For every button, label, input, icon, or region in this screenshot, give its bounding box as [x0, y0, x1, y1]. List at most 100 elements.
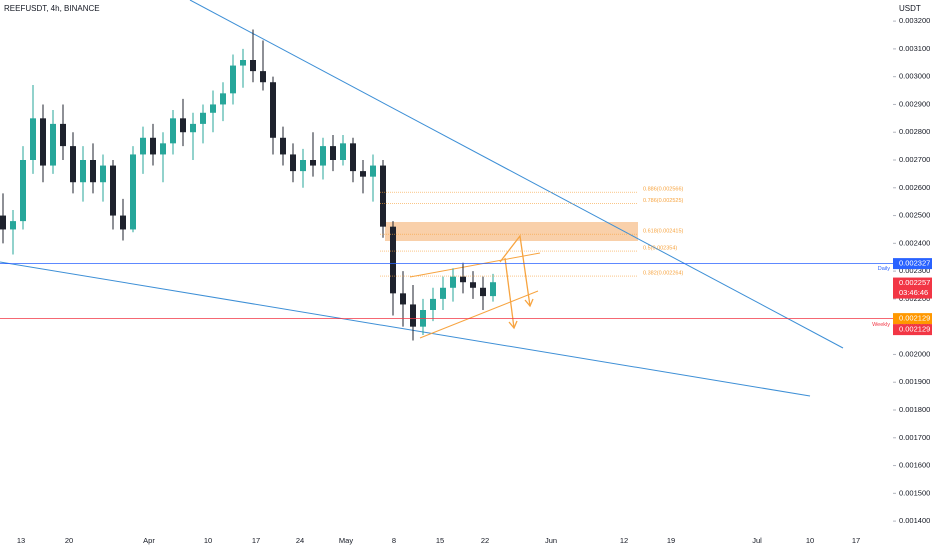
projection-arrow — [499, 234, 531, 307]
arrow-head — [508, 320, 518, 330]
candle-body — [410, 304, 416, 327]
price-marker — [893, 258, 932, 270]
candle-body — [340, 143, 346, 160]
x-tick-label: 12 — [620, 536, 628, 545]
candle-body — [180, 118, 186, 133]
y-tick-label: 0.001500 — [899, 488, 930, 497]
candle-body — [0, 215, 6, 230]
candle-body — [490, 282, 496, 297]
candle-body — [350, 143, 356, 172]
y-tick-label: 0.001600 — [899, 461, 930, 470]
x-tick-label: Apr — [143, 536, 155, 545]
side-label: Weekly — [872, 322, 890, 328]
y-tick-label: 0.002700 — [899, 155, 930, 164]
y-tick-label: 0.002900 — [899, 99, 930, 108]
price-marker-label: 0.002327 — [899, 259, 930, 268]
candle-body — [190, 123, 196, 133]
candle-body — [440, 287, 446, 299]
price-marker — [893, 277, 932, 299]
channel-line — [409, 252, 541, 278]
side-label: Daily — [878, 266, 890, 272]
fib-label: 0.886(0.002566) — [643, 187, 684, 193]
candle-body — [240, 60, 246, 66]
plot-layer: 0.003200 0.003100 0.003000 0.002900 0.002800… — [0, 16, 932, 545]
trend-line — [0, 261, 811, 397]
price-marker-label: 0.002129 — [899, 325, 930, 334]
y-tick-label: 0.001900 — [899, 377, 930, 386]
supply-zone — [385, 222, 638, 241]
currency-label: USDT — [899, 4, 921, 13]
candle-body — [20, 160, 26, 222]
x-tick-label: 13 — [17, 536, 25, 545]
candle-body — [330, 146, 336, 160]
x-tick-label: 10 — [806, 536, 814, 545]
fib-label: 0.382(0.002264) — [643, 271, 684, 277]
y-tick-label: 0.003100 — [899, 44, 930, 53]
candle-body — [460, 276, 466, 283]
candle-body — [40, 118, 46, 166]
y-tick-label: 0.002500 — [899, 211, 930, 220]
price-marker — [893, 324, 932, 336]
x-tick-label: 24 — [296, 536, 304, 545]
candle-body — [210, 104, 216, 113]
projection-arrow — [504, 257, 515, 329]
y-tick-label: 0.002000 — [899, 349, 930, 358]
price-marker-label: 0.002129 — [899, 314, 930, 323]
candle-body — [160, 143, 166, 155]
candle-body — [300, 160, 306, 172]
y-tick-label: 0.001400 — [899, 516, 930, 525]
candle-body — [430, 298, 436, 310]
candle-body — [100, 165, 106, 183]
y-tick-label: 0.002400 — [899, 238, 930, 247]
channel-line — [419, 290, 539, 339]
candle-body — [120, 215, 126, 230]
y-tick-label: 0.003000 — [899, 72, 930, 81]
y-tick-label: 0.002600 — [899, 183, 930, 192]
price-marker — [893, 313, 932, 325]
candle-body — [390, 226, 396, 294]
x-tick-label: May — [339, 536, 353, 545]
candle-body — [470, 282, 476, 288]
fib-label: 0.5(0.002354) — [643, 246, 677, 252]
x-tick-label: Jun — [545, 536, 557, 545]
arrow-head — [524, 298, 534, 308]
candle-body — [110, 165, 116, 216]
x-tick-label: 10 — [204, 536, 212, 545]
candle-body — [140, 137, 146, 155]
candle-body — [10, 221, 16, 230]
y-tick-label: 0.003200 — [899, 16, 930, 25]
candle-body — [70, 146, 76, 183]
candle-body — [230, 65, 236, 94]
y-tick-label: 0.002800 — [899, 127, 930, 136]
candle-body — [320, 146, 326, 166]
candle-body — [30, 118, 36, 160]
candle-body — [360, 171, 366, 177]
candle-body — [260, 71, 266, 83]
candle-body — [480, 287, 486, 297]
x-tick-label: 19 — [667, 536, 675, 545]
candle-body — [90, 160, 96, 183]
y-tick-label: 0.002300 — [899, 266, 930, 275]
x-tick-label: 22 — [481, 536, 489, 545]
candle-body — [50, 123, 56, 166]
candle-body — [130, 154, 136, 230]
chart-title: REEFUSDT, 4h, BINANCE — [4, 4, 100, 13]
candle-body — [220, 93, 226, 105]
x-tick-label: 8 — [392, 536, 396, 545]
countdown-label: 03:46:46 — [899, 288, 928, 297]
fib-label: 0.618(0.002415) — [643, 229, 684, 235]
y-tick-label: 0.001800 — [899, 405, 930, 414]
candle-body — [250, 60, 256, 72]
y-tick-label: 0.001700 — [899, 433, 930, 442]
x-tick-label: 15 — [436, 536, 444, 545]
x-tick-label: 20 — [65, 536, 73, 545]
candle-body — [200, 112, 206, 124]
candle-body — [380, 165, 386, 227]
candle-body — [370, 165, 376, 177]
x-tick-label: 17 — [852, 536, 860, 545]
x-tick-label: 17 — [252, 536, 260, 545]
fib-label: 0.786(0.002525) — [643, 198, 684, 204]
candle-body — [280, 137, 286, 155]
candle-body — [80, 160, 86, 183]
